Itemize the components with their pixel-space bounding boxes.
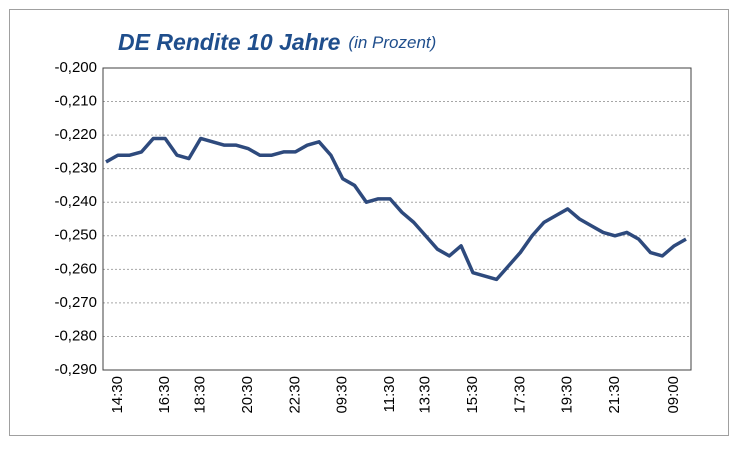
y-tick-label: -0,220 (54, 126, 97, 143)
x-tick-label: 14:30 (109, 376, 126, 414)
x-tick-label: 16:30 (156, 376, 173, 414)
x-tick-label: 11:30 (381, 376, 398, 412)
x-tick-label: 15:30 (464, 376, 481, 414)
y-tick-label: -0,290 (54, 361, 97, 378)
x-tick-label: 20:30 (239, 376, 256, 414)
x-tick-label: 13:30 (417, 376, 434, 414)
plot-frame (102, 67, 692, 371)
title-text: DE Rendite 10 Jahre (118, 29, 341, 55)
y-tick-label: -0,230 (54, 160, 97, 177)
y-tick-label: -0,240 (54, 193, 97, 210)
x-tick-label: 19:30 (559, 376, 576, 414)
x-tick-label: 09:00 (665, 376, 682, 414)
subtitle-text: (in Prozent) (348, 33, 436, 52)
x-tick-label: 21:30 (606, 376, 623, 414)
y-tick-label: -0,260 (54, 260, 97, 277)
data-line (105, 136, 687, 282)
chart-frame (9, 9, 729, 436)
x-tick-label: 09:30 (334, 376, 351, 414)
y-tick-label: -0,200 (54, 59, 97, 76)
chart-title: DE Rendite 10 Jahre (in Prozent) (118, 29, 436, 55)
x-tick-label: 18:30 (192, 376, 209, 414)
y-tick-label: -0,280 (54, 327, 97, 344)
y-tick-label: -0,250 (54, 227, 97, 244)
x-tick-label: 17:30 (511, 376, 528, 414)
x-tick-label: 22:30 (286, 376, 303, 414)
y-tick-label: -0,210 (54, 93, 97, 110)
y-tick-label: -0,270 (54, 294, 97, 311)
